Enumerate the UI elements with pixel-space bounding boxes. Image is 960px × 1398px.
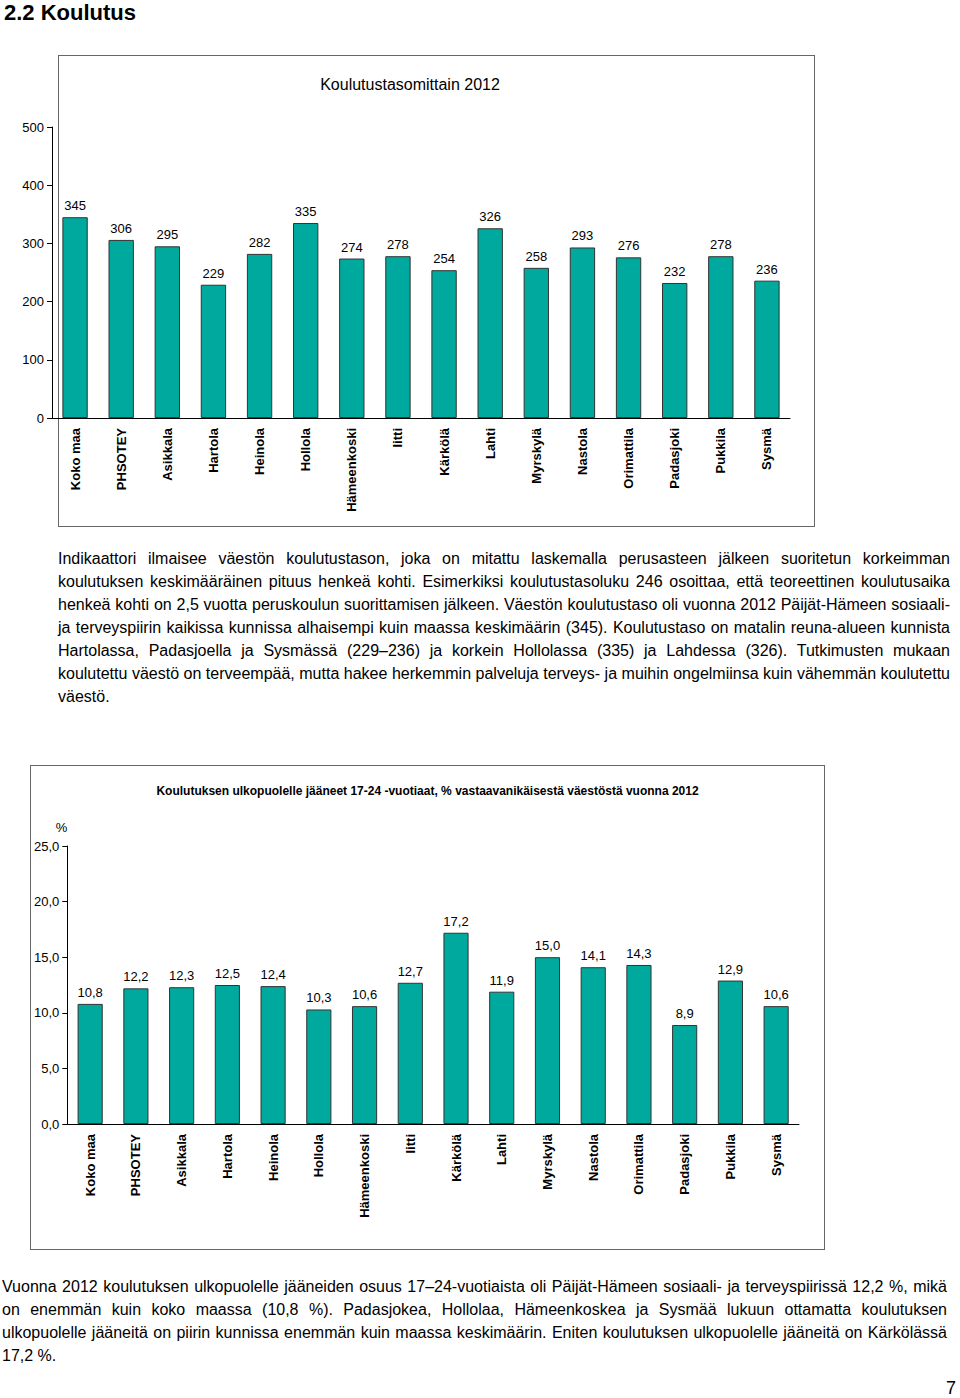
svg-text:25,0: 25,0 (34, 839, 59, 854)
svg-text:12,4: 12,4 (260, 967, 285, 982)
html-text:7: 7 (946, 1378, 956, 1398)
svg-text:345: 345 (64, 198, 86, 213)
svg-text:12,2: 12,2 (123, 969, 148, 984)
svg-text:Kärkölä: Kärkölä (449, 1133, 464, 1181)
svg-text:10,0: 10,0 (34, 1005, 59, 1020)
svg-text:10,6: 10,6 (352, 987, 377, 1002)
svg-text:232: 232 (664, 264, 686, 279)
svg-text:11,9: 11,9 (490, 973, 514, 988)
svg-text:258: 258 (525, 249, 547, 264)
svg-text:400: 400 (22, 178, 44, 193)
svg-text:278: 278 (710, 237, 732, 252)
svg-text:0: 0 (37, 411, 44, 426)
svg-text:Hollola: Hollola (311, 1133, 326, 1177)
svg-text:Lahti: Lahti (494, 1134, 509, 1165)
svg-text:229: 229 (203, 266, 225, 281)
svg-text:14,1: 14,1 (581, 948, 606, 963)
svg-text:276: 276 (618, 238, 640, 253)
svg-text:Pukkila: Pukkila (723, 1133, 738, 1179)
svg-text:12,7: 12,7 (398, 964, 423, 979)
svg-text:PHSOTEY: PHSOTEY (128, 1134, 143, 1196)
svg-text:12,5: 12,5 (215, 966, 240, 981)
svg-text:Nastola: Nastola (586, 1133, 601, 1181)
html-text:2.2 Koulutus: 2.2 Koulutus (4, 0, 136, 25)
svg-text:Heinola: Heinola (266, 1133, 281, 1181)
svg-text:Koulutuksen ulkopuolelle jääne: Koulutuksen ulkopuolelle jääneet 17-24 -… (156, 784, 699, 798)
svg-text:293: 293 (572, 228, 594, 243)
svg-text:Hartola: Hartola (206, 427, 221, 473)
svg-text:Iitti: Iitti (390, 428, 405, 448)
svg-text:100: 100 (22, 352, 44, 367)
svg-text:Padasjoki: Padasjoki (677, 1134, 692, 1195)
svg-text:335: 335 (295, 204, 317, 219)
svg-text:Koulutustasomittain 2012: Koulutustasomittain 2012 (320, 76, 500, 93)
svg-text:306: 306 (110, 221, 132, 236)
svg-text:12,9: 12,9 (718, 962, 743, 977)
svg-text:Hollola: Hollola (298, 427, 313, 471)
svg-text:Orimattila: Orimattila (621, 427, 636, 488)
svg-text:326: 326 (479, 209, 501, 224)
svg-text:200: 200 (22, 294, 44, 309)
svg-text:Hämeenkoski: Hämeenkoski (357, 1134, 372, 1218)
svg-text:Koko maa: Koko maa (83, 1133, 98, 1196)
svg-text:Asikkala: Asikkala (160, 427, 175, 481)
svg-text:Kärkölä: Kärkölä (437, 427, 452, 475)
svg-text:274: 274 (341, 240, 363, 255)
svg-text:Orimattila: Orimattila (631, 1133, 646, 1194)
svg-text:Koko maa: Koko maa (68, 427, 83, 490)
svg-text:15,0: 15,0 (34, 950, 59, 965)
svg-text:Sysmä: Sysmä (759, 427, 774, 470)
svg-text:Hartola: Hartola (220, 1133, 235, 1179)
svg-text:300: 300 (22, 236, 44, 251)
svg-text:Sysmä: Sysmä (769, 1133, 784, 1176)
svg-text:Lahti: Lahti (483, 428, 498, 459)
html-text:Indikaattori ilmaisee väestön: Indikaattori ilmaisee väestön koulutusta… (58, 550, 950, 705)
svg-text:10,6: 10,6 (763, 987, 788, 1002)
svg-text:Hämeenkoski: Hämeenkoski (344, 428, 359, 512)
svg-text:Myrskylä: Myrskylä (529, 427, 544, 483)
svg-text:Nastola: Nastola (575, 427, 590, 475)
svg-text:15,0: 15,0 (535, 938, 560, 953)
svg-text:500: 500 (22, 120, 44, 135)
svg-text:282: 282 (249, 235, 271, 250)
svg-text:236: 236 (756, 262, 778, 277)
svg-text:254: 254 (433, 251, 455, 266)
svg-text:17,2: 17,2 (443, 914, 468, 929)
svg-text:278: 278 (387, 237, 409, 252)
svg-text:Pukkila: Pukkila (713, 427, 728, 473)
svg-text:5,0: 5,0 (41, 1061, 59, 1076)
svg-text:Asikkala: Asikkala (174, 1133, 189, 1187)
svg-text:Heinola: Heinola (252, 427, 267, 475)
svg-text:0,0: 0,0 (41, 1117, 59, 1132)
svg-text:295: 295 (156, 227, 178, 242)
svg-text:10,8: 10,8 (78, 985, 103, 1000)
svg-text:20,0: 20,0 (34, 894, 59, 909)
svg-text:10,3: 10,3 (306, 990, 331, 1005)
svg-text:14,3: 14,3 (626, 946, 651, 961)
svg-text:PHSOTEY: PHSOTEY (114, 428, 129, 490)
svg-text:%: % (56, 820, 68, 835)
svg-text:12,3: 12,3 (169, 968, 194, 983)
svg-text:Iitti: Iitti (403, 1134, 418, 1154)
svg-text:Padasjoki: Padasjoki (667, 428, 682, 489)
svg-text:Myrskylä: Myrskylä (540, 1133, 555, 1189)
html-text:Vuonna 2012 koulutuksen ulkopu: Vuonna 2012 koulutuksen ulkopuolelle jää… (2, 1278, 947, 1364)
svg-text:8,9: 8,9 (676, 1006, 694, 1021)
